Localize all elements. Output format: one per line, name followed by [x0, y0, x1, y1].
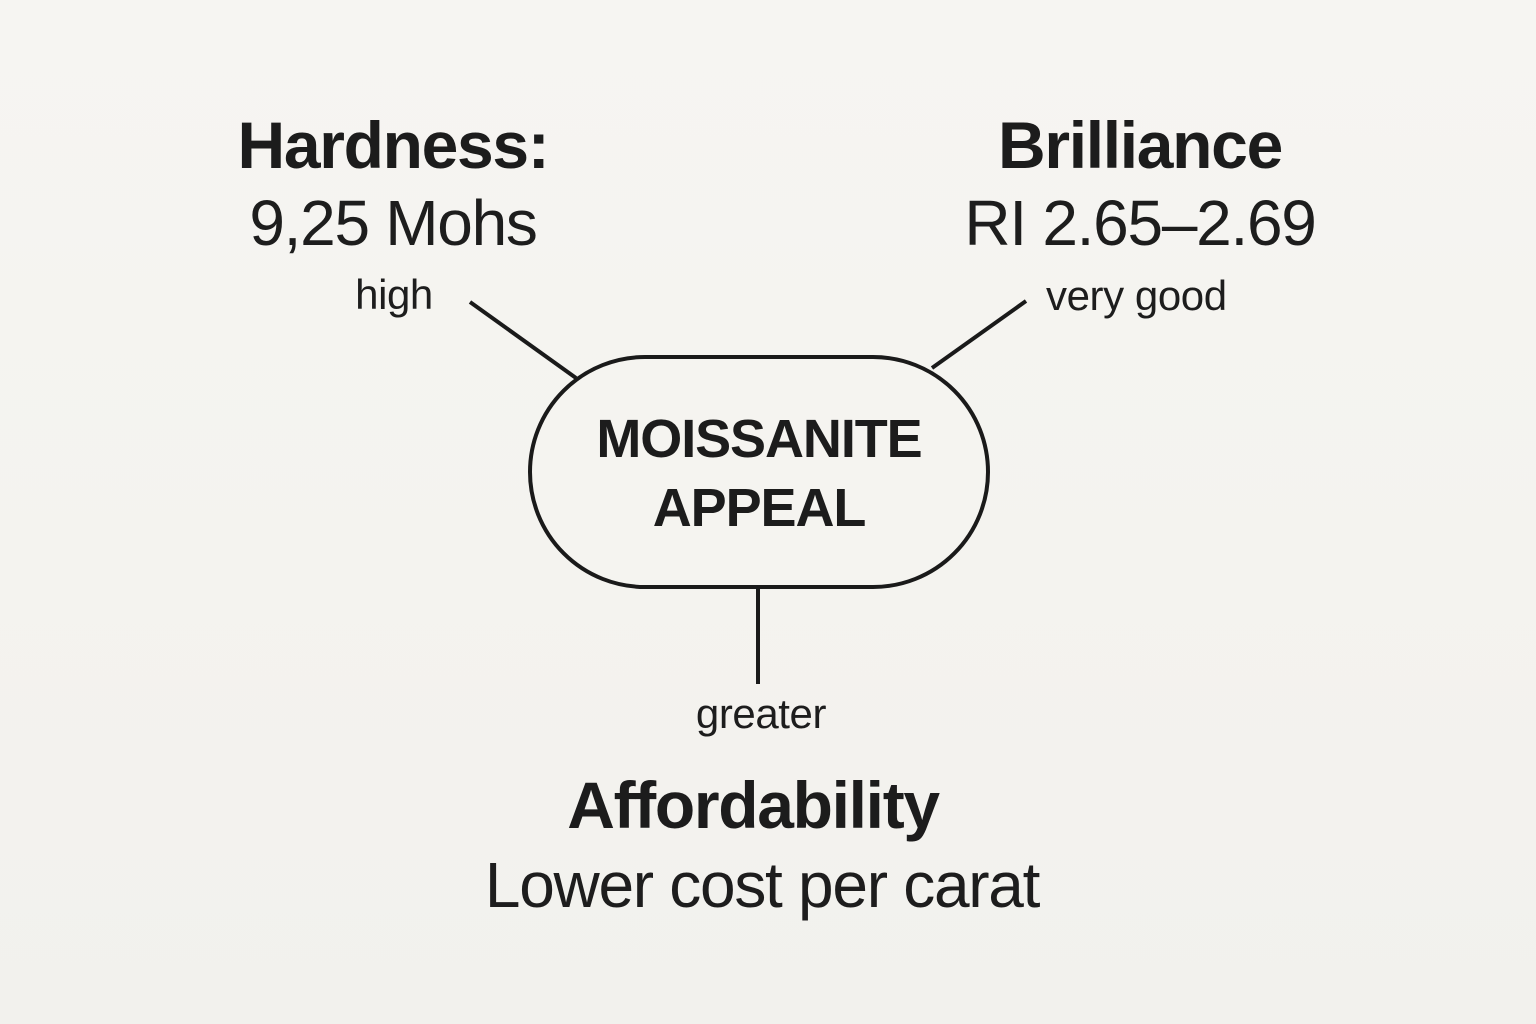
affordability-value: Lower cost per carat [484, 849, 1040, 921]
hardness-value: 9,25 Mohs [249, 187, 538, 259]
central-node-title-line2: APPEAL [652, 478, 867, 538]
hardness-note: high [355, 271, 433, 318]
affordability-note: greater [695, 690, 827, 737]
brilliance-note: very good [1046, 272, 1227, 319]
hardness-branch-label: Hardness: 9,25 Mohs [237, 106, 550, 262]
affordability-title: Affordability [567, 768, 940, 842]
hardness-connector-line [468, 300, 578, 380]
central-node-title-line1: MOISSANITE [596, 409, 922, 469]
central-node: MOISSANITE APPEAL [528, 355, 990, 589]
hardness-title: Hardness: [237, 108, 550, 182]
brilliance-branch-label: Brilliance RI 2.65–2.69 [964, 106, 1316, 262]
brilliance-value: RI 2.65–2.69 [964, 187, 1316, 259]
brilliance-connector-line [930, 299, 1028, 370]
brilliance-title: Brilliance [998, 108, 1283, 182]
